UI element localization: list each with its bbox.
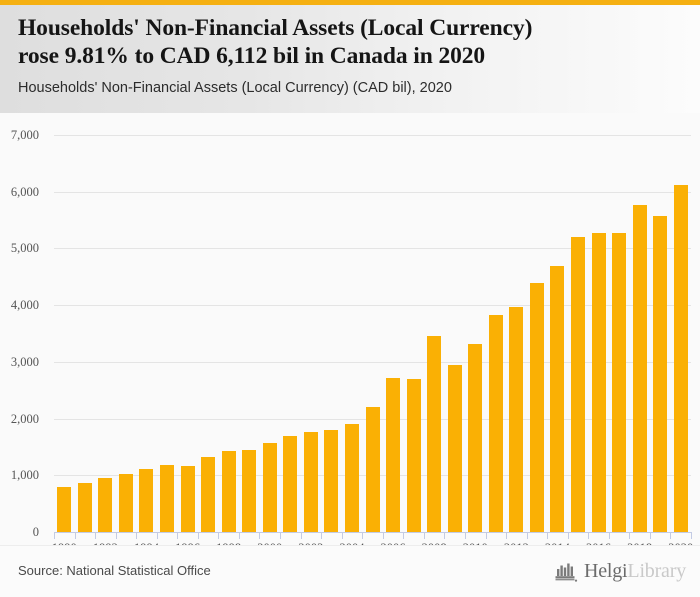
bar-2004[interactable] bbox=[344, 424, 359, 532]
bar-2000[interactable] bbox=[262, 442, 277, 532]
x-axis-tick-mark bbox=[629, 532, 630, 539]
x-axis-tick-mark bbox=[54, 532, 55, 539]
bar-2002[interactable] bbox=[303, 431, 318, 532]
bar-1995[interactable] bbox=[160, 464, 175, 532]
bar-2016[interactable] bbox=[591, 232, 606, 532]
bar-2010[interactable] bbox=[468, 343, 483, 532]
chart-header: Households' Non-Financial Assets (Local … bbox=[0, 5, 700, 113]
bar-2011[interactable] bbox=[488, 314, 503, 532]
bar-2008[interactable] bbox=[427, 335, 442, 532]
page-title-line-1: Households' Non-Financial Assets (Local … bbox=[18, 15, 533, 41]
bar-1996[interactable] bbox=[180, 465, 195, 532]
logo-text: HelgiLibrary bbox=[584, 560, 686, 583]
logo-text-library: Library bbox=[627, 560, 686, 582]
helgi-library-logo[interactable]: HelgiLibrary bbox=[554, 560, 686, 583]
bar-series bbox=[54, 135, 691, 532]
x-axis-tick-mark bbox=[259, 532, 260, 539]
chart-subtitle: Households' Non-Financial Assets (Local … bbox=[18, 80, 452, 96]
bar-1994[interactable] bbox=[139, 469, 154, 532]
x-axis-tick-mark bbox=[486, 532, 487, 539]
bar-2014[interactable] bbox=[550, 266, 565, 532]
x-axis-tick-mark bbox=[691, 532, 692, 539]
bar-1993[interactable] bbox=[118, 473, 133, 532]
y-axis-tick-label: 1,000 bbox=[10, 468, 39, 483]
x-axis-tick-mark bbox=[321, 532, 322, 539]
y-axis-tick-label: 3,000 bbox=[10, 354, 39, 369]
bar-2018[interactable] bbox=[632, 204, 647, 532]
bar-2006[interactable] bbox=[386, 378, 401, 532]
bar-2001[interactable] bbox=[283, 435, 298, 532]
x-axis-tick-mark bbox=[301, 532, 302, 539]
x-axis-tick-mark bbox=[362, 532, 363, 539]
bar-2009[interactable] bbox=[447, 364, 462, 532]
bar-1997[interactable] bbox=[201, 457, 216, 532]
x-axis-tick-mark bbox=[342, 532, 343, 539]
x-axis-tick-mark bbox=[403, 532, 404, 539]
gridline bbox=[54, 361, 691, 363]
bar-2005[interactable] bbox=[365, 407, 380, 532]
x-axis-tick-mark bbox=[424, 532, 425, 539]
x-axis-tick-mark bbox=[547, 532, 548, 539]
y-axis-tick-label: 5,000 bbox=[10, 241, 39, 256]
x-axis-tick-mark bbox=[198, 532, 199, 539]
x-axis-tick-mark bbox=[383, 532, 384, 539]
bar-2015[interactable] bbox=[570, 237, 585, 532]
y-axis-tick-label: 7,000 bbox=[10, 128, 39, 142]
bar-2013[interactable] bbox=[529, 283, 544, 532]
x-axis-tick-mark bbox=[650, 532, 651, 539]
top-accent-bar bbox=[0, 0, 700, 5]
x-axis-tick-mark bbox=[609, 532, 610, 539]
gridline bbox=[54, 248, 691, 250]
x-axis-tick-mark bbox=[444, 532, 445, 539]
x-axis-tick-mark bbox=[568, 532, 569, 539]
x-axis-tick-mark bbox=[75, 532, 76, 539]
x-axis-tick-mark bbox=[157, 532, 158, 539]
bar-2020[interactable] bbox=[673, 185, 688, 532]
chart-footer: Source: National Statistical Office Helg… bbox=[0, 545, 700, 597]
bar-2003[interactable] bbox=[324, 429, 339, 532]
bar-1992[interactable] bbox=[98, 477, 113, 532]
bar-2017[interactable] bbox=[612, 233, 627, 532]
y-axis-tick-label: 6,000 bbox=[10, 184, 39, 199]
x-axis-tick-mark bbox=[116, 532, 117, 539]
bar-1991[interactable] bbox=[77, 482, 92, 532]
x-axis-tick-mark bbox=[670, 532, 671, 539]
y-axis-tick-label: 0 bbox=[32, 525, 39, 539]
bar-2019[interactable] bbox=[653, 216, 668, 532]
gridline bbox=[54, 135, 691, 136]
x-axis-tick-mark bbox=[95, 532, 96, 539]
x-axis-tick-mark bbox=[527, 532, 528, 539]
bar-2007[interactable] bbox=[406, 379, 421, 532]
x-axis-line bbox=[54, 532, 691, 533]
x-axis-tick-mark bbox=[218, 532, 219, 539]
bar-1999[interactable] bbox=[242, 449, 257, 532]
bar-1998[interactable] bbox=[221, 450, 236, 532]
y-axis-tick-label: 4,000 bbox=[10, 298, 39, 313]
bar-2012[interactable] bbox=[509, 307, 524, 532]
bar-1990[interactable] bbox=[57, 486, 72, 532]
x-axis-tick-mark bbox=[136, 532, 137, 539]
x-axis-tick-mark bbox=[588, 532, 589, 539]
x-axis-tick-mark bbox=[177, 532, 178, 539]
helgi-books-chart-icon bbox=[555, 563, 578, 582]
x-axis-tick-mark bbox=[239, 532, 240, 539]
x-axis-tick-mark bbox=[465, 532, 466, 539]
logo-text-helgi: Helgi bbox=[583, 560, 628, 582]
y-axis-tick-label: 2,000 bbox=[10, 411, 39, 426]
page-title-line-2: rose 9.81% to CAD 6,112 bil in Canada in… bbox=[18, 43, 486, 69]
gridline bbox=[54, 305, 691, 307]
source-label: Source: National Statistical Office bbox=[18, 563, 211, 578]
gridline bbox=[54, 191, 691, 193]
x-axis-tick-mark bbox=[280, 532, 281, 539]
x-axis-tick-mark bbox=[506, 532, 507, 539]
